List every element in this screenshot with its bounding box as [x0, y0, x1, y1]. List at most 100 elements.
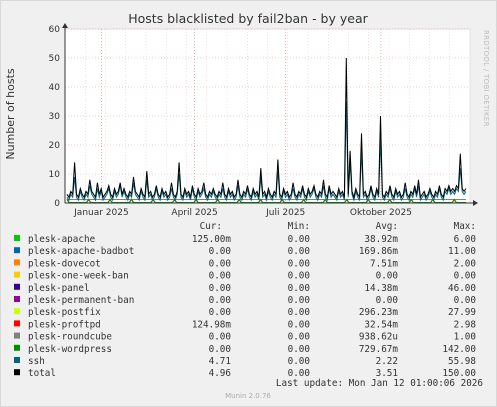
series-line-minor: [66, 198, 466, 203]
legend-max: 150.00: [442, 368, 476, 379]
chart-title: Hosts blacklisted by fail2ban - by year: [128, 11, 368, 26]
munin-version: Munin 2.0.76: [225, 392, 271, 400]
legend-max: 2.00: [454, 258, 476, 269]
legend-name: plesk-roundcube: [28, 332, 112, 343]
chart-series: [66, 57, 467, 203]
legend-avg: 32.54m: [364, 319, 398, 330]
grid-lines: [65, 28, 470, 203]
series-line-ssh: [66, 101, 467, 203]
legend-cur: 0.00: [209, 307, 231, 318]
legend: plesk-apache 125.00m 0.00 38.92m 6.00plesk-a…: [14, 234, 476, 379]
legend-row: plesk-roundcube 0.00 0.00 938.62u 1.00: [14, 332, 476, 343]
legend-cur: 125.00m: [192, 234, 232, 245]
legend-swatch: [14, 259, 20, 266]
legend-avg: 169.86m: [359, 246, 399, 257]
legend-row: plesk-dovecot 0.00 0.00 7.51m 2.00: [14, 258, 476, 269]
x-tick-label: Januar 2025: [73, 208, 129, 218]
y-axis-arrow: [62, 23, 68, 28]
legend-swatch: [14, 357, 20, 363]
legend-row: total 4.96 0.00 3.51 150.00: [14, 368, 476, 379]
legend-max: 55.98: [448, 356, 476, 367]
legend-row: plesk-proftpd 124.98m 0.00 32.54m 2.98: [14, 319, 476, 330]
legend-row: plesk-apache 125.00m 0.00 38.92m 6.00: [14, 234, 476, 245]
legend-row: plesk-one-week-ban 0.00 0.00 0.00 0.00: [14, 271, 476, 282]
legend-max: 27.99: [448, 307, 476, 318]
legend-cur: 0.00: [209, 332, 231, 343]
legend-max: 46.00: [448, 283, 476, 294]
legend-max: 1.00: [454, 332, 476, 343]
legend-avg: 296.23m: [359, 307, 399, 318]
x-tick-label: Juli 2025: [265, 208, 305, 218]
y-tick-label: 30: [49, 112, 61, 122]
legend-swatch: [14, 369, 20, 376]
x-tick-label: Oktober 2025: [350, 208, 412, 218]
legend-name: plesk-panel: [28, 283, 90, 294]
legend-max: 0.00: [454, 295, 476, 306]
legend-min: 0.00: [288, 356, 310, 367]
legend-name: plesk-postfix: [28, 307, 101, 318]
legend-cur: 0.00: [209, 283, 231, 294]
legend-avg: 0.00: [376, 295, 398, 306]
legend-min: 0.00: [288, 368, 310, 379]
legend-max: 11.00: [448, 246, 476, 257]
legend-name: plesk-apache: [28, 234, 96, 245]
legend-avg: 729.67m: [359, 344, 399, 355]
legend-name: plesk-wordpress: [28, 344, 112, 355]
legend-cur: 124.98m: [192, 319, 232, 330]
legend-swatch: [14, 320, 20, 327]
y-axis-label: Number of hosts: [4, 68, 17, 160]
y-axis-ticks: 0 10 20 30 40 50 60: [49, 25, 61, 209]
legend-row: plesk-apache-badbot 0.00 0.00 169.86m 11.00: [14, 246, 476, 257]
legend-swatch: [14, 271, 20, 278]
legend-avg: 2.22: [376, 356, 398, 367]
legend-max: 0.00: [454, 271, 476, 282]
x-tick-label: April 2025: [171, 208, 217, 218]
legend-cur: 0.00: [209, 271, 231, 282]
legend-swatch: [14, 332, 20, 339]
legend-row: plesk-permanent-ban 0.00 0.00 0.00 0.00: [14, 295, 476, 306]
legend-cur: 0.00: [209, 344, 231, 355]
y-tick-label: 50: [49, 54, 61, 64]
x-axis-arrow: [473, 200, 478, 206]
legend-min: 0.00: [288, 319, 310, 330]
y-tick-label: 40: [49, 83, 61, 93]
legend-cur: 0.00: [209, 246, 231, 257]
legend-swatch: [14, 247, 20, 254]
legend-header-min: Min:: [288, 221, 310, 232]
legend-row: plesk-panel 0.00 0.00 14.38m 46.00: [14, 283, 476, 294]
legend-min: 0.00: [288, 295, 310, 306]
legend-cur: 0.00: [209, 295, 231, 306]
legend-min: 0.00: [288, 344, 310, 355]
legend-name: plesk-permanent-ban: [28, 295, 134, 306]
legend-avg: 0.00: [376, 271, 398, 282]
legend-avg: 7.51m: [370, 258, 398, 269]
legend-min: 0.00: [288, 258, 310, 269]
legend-name: plesk-apache-badbot: [28, 246, 134, 257]
legend-swatch: [14, 283, 20, 290]
legend-min: 0.00: [288, 307, 310, 318]
legend-max: 142.00: [442, 344, 476, 355]
legend-name: total: [28, 368, 56, 379]
series-line-total: [66, 57, 467, 200]
legend-header: Cur: Min: Avg: Max:: [200, 221, 476, 232]
legend-swatch: [14, 296, 20, 302]
legend-avg: 14.38m: [364, 283, 398, 294]
legend-avg: 938.62u: [359, 332, 398, 343]
legend-swatch: [14, 235, 20, 241]
legend-max: 2.98: [454, 319, 476, 330]
legend-cur: 4.96: [209, 368, 231, 379]
legend-min: 0.00: [288, 283, 310, 294]
y-tick-label: 20: [49, 141, 61, 151]
legend-swatch: [14, 344, 20, 351]
legend-name: plesk-one-week-ban: [28, 271, 129, 282]
legend-avg: 38.92m: [364, 234, 398, 245]
x-axis-ticks: Januar 2025 April 2025 Juli 2025 Oktober 20…: [73, 208, 412, 218]
legend-swatch: [14, 308, 20, 315]
legend-header-avg: Avg:: [376, 221, 398, 232]
y-tick-label: 0: [54, 199, 60, 209]
chart-axes: [62, 23, 478, 206]
y-tick-label: 10: [49, 170, 61, 180]
legend-row: ssh 4.71 0.00 2.22 55.98: [14, 356, 476, 367]
legend-avg: 3.51: [376, 368, 398, 379]
